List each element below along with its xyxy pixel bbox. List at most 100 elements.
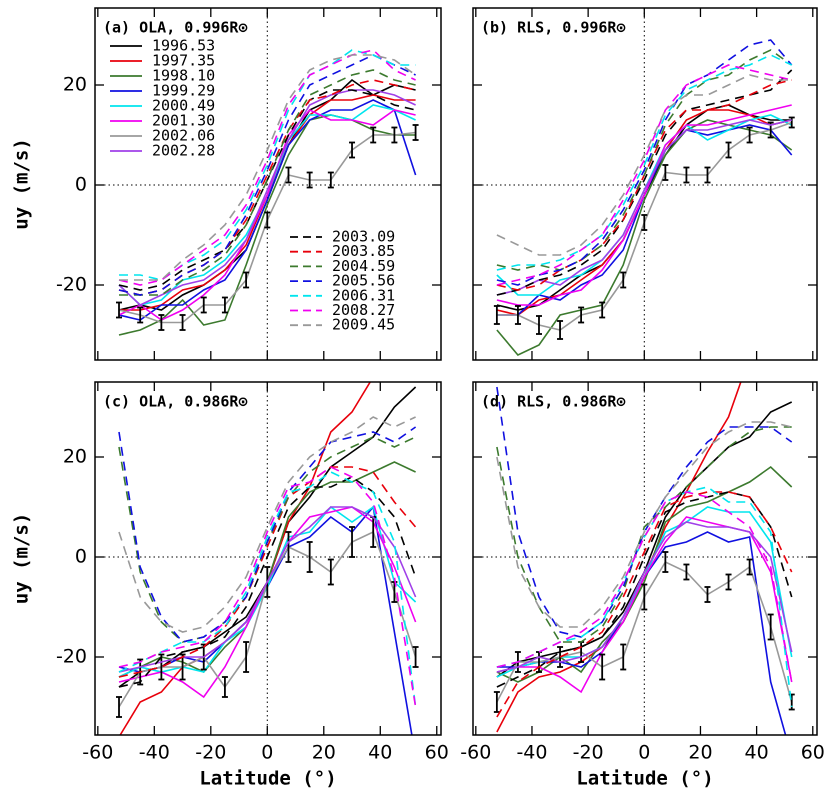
- legend-label: 1999.29: [152, 82, 215, 100]
- x-tick-label: 40: [745, 742, 769, 764]
- series-line: [118, 466, 417, 708]
- error-bar: [349, 141, 356, 159]
- y-tick-label: 20: [63, 446, 87, 468]
- x-tick-label: -40: [139, 742, 170, 764]
- error-bar: [683, 166, 690, 184]
- y-tick-label: -20: [56, 646, 87, 668]
- error-bar: [179, 653, 186, 681]
- error-bar: [557, 320, 564, 340]
- legend-label: 2000.49: [152, 97, 215, 115]
- series-line: [496, 386, 793, 638]
- error-bar: [493, 305, 500, 325]
- legend-label: 1996.53: [152, 37, 215, 55]
- error-bar: [535, 315, 542, 335]
- series-line: [496, 421, 792, 628]
- y-tick-label: -20: [56, 274, 87, 296]
- series-line: [118, 49, 416, 286]
- error-bar: [746, 558, 753, 576]
- series-line: [119, 69, 416, 296]
- error-bar: [662, 164, 669, 181]
- series-line: [118, 416, 416, 633]
- plot-area: [493, 382, 795, 735]
- panel: -60 -40 -20 0 20 40 60 -20 0 20 (c) OLA, 0.986R⊙ uy…: [11, 381, 449, 790]
- x-tick-label: -60: [82, 742, 113, 764]
- series-line: [496, 69, 793, 296]
- series-line: [118, 89, 416, 291]
- error-bar: [285, 531, 292, 563]
- error-bar: [391, 581, 398, 603]
- error-bar: [243, 641, 250, 673]
- error-bar: [620, 271, 627, 289]
- legend-entry: 2005.56: [290, 272, 395, 290]
- error-bar: [493, 691, 500, 713]
- error-bar: [158, 314, 165, 331]
- panel-title: (d) RLS, 0.986R⊙: [481, 393, 626, 411]
- series-line: [118, 506, 417, 673]
- error-bar: [788, 116, 795, 129]
- error-bar: [412, 646, 419, 668]
- series-line: [496, 54, 793, 271]
- error-bar: [349, 526, 356, 558]
- panel-title: (b) RLS, 0.996R⊙: [481, 19, 626, 37]
- error-bar: [662, 551, 669, 573]
- legend-label: 1997.35: [152, 52, 215, 70]
- legend-entry: 2002.06: [110, 127, 215, 145]
- x-axis-label: Latitude (°): [199, 768, 336, 790]
- x-axis-label: Latitude (°): [576, 768, 713, 790]
- error-bar: [514, 305, 521, 325]
- error-bar: [306, 171, 313, 189]
- series-line: [496, 49, 793, 271]
- series-line: [118, 466, 417, 678]
- error-bar: [412, 124, 419, 141]
- series-line: [118, 471, 417, 708]
- error-bar: [641, 583, 648, 611]
- error-bar: [327, 558, 334, 586]
- panel-title: (a) OLA, 0.996R⊙: [103, 19, 248, 37]
- series-line: [496, 74, 792, 256]
- panel-title: (c) OLA, 0.986R⊙: [103, 393, 248, 411]
- legend-label: 2005.56: [332, 272, 395, 290]
- plot-area: [116, 382, 419, 735]
- legend-label: 2003.09: [332, 228, 395, 246]
- error-bar: [179, 314, 186, 331]
- error-bar: [578, 306, 585, 324]
- x-tick-label: -20: [195, 742, 226, 764]
- series-line: [118, 476, 417, 688]
- error-bar: [158, 653, 165, 681]
- error-bar: [200, 296, 207, 314]
- frame: [94, 381, 442, 736]
- legend-entry: 2008.27: [290, 301, 395, 319]
- error-bar: [725, 573, 732, 591]
- legend-label: 2006.31: [332, 286, 395, 304]
- error-bar: [243, 271, 250, 289]
- legend-entry: 2002.28: [110, 142, 215, 160]
- panel: -60 -40 -20 0 20 40 60 (d) RLS, 0.986R⊙ Latitude…: [460, 381, 825, 790]
- frame: [472, 381, 818, 736]
- x-tick-label: -60: [460, 742, 491, 764]
- legend-entry: 1997.35: [110, 52, 215, 70]
- legend-label: 2002.28: [152, 142, 215, 160]
- error-bar: [641, 214, 648, 231]
- legend-entry: 2000.49: [110, 97, 215, 115]
- error-bar: [221, 676, 228, 698]
- legend-entry: 2003.09: [290, 228, 395, 246]
- error-bar: [767, 613, 774, 641]
- legend-label: 2009.45: [332, 316, 395, 334]
- x-tick-label: 0: [638, 742, 650, 764]
- error-bar: [285, 166, 292, 184]
- series-line: [496, 491, 793, 683]
- x-tick-label: -40: [516, 742, 547, 764]
- y-tick-label: 0: [75, 174, 87, 196]
- y-axis-label: uy (m/s): [11, 138, 33, 230]
- error-bar: [620, 643, 627, 671]
- error-bar: [116, 301, 123, 319]
- series-line: [118, 89, 416, 306]
- series-line: [118, 99, 417, 321]
- error-bar: [704, 586, 711, 603]
- series-line: [119, 54, 417, 281]
- series-line: [118, 114, 416, 336]
- series-line: [496, 39, 793, 286]
- legend-entry: 1999.29: [110, 82, 215, 100]
